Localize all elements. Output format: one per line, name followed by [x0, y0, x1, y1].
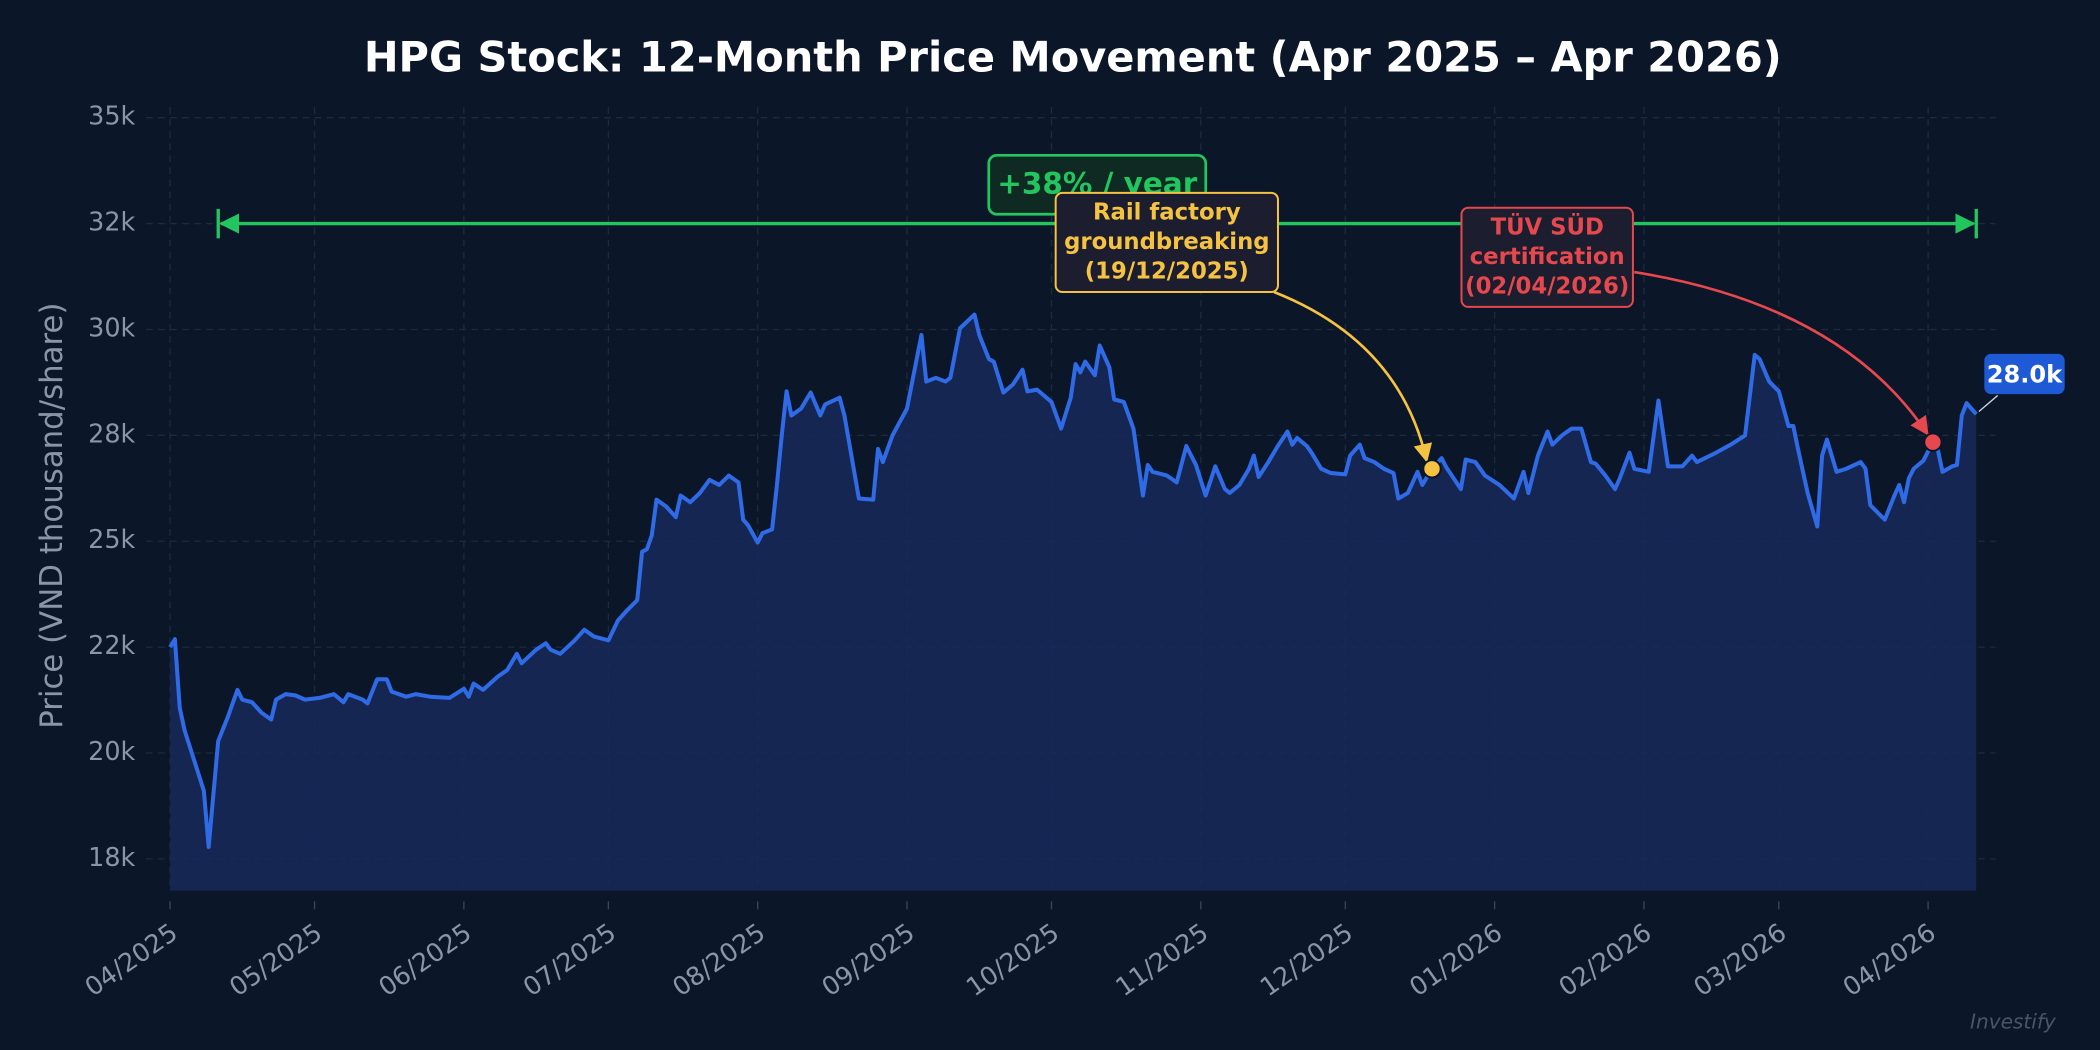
watermark: Investify — [1970, 1010, 2057, 1034]
event-arrow — [1634, 270, 1929, 436]
y-axis-label: Price (VND thousand/share) — [34, 303, 70, 729]
y-tick-label: 28k — [88, 418, 135, 448]
y-tick-label: 32k — [88, 207, 135, 237]
event-point — [1422, 459, 1442, 479]
event-label: (02/04/2026) — [1465, 273, 1629, 299]
event-label: certification — [1470, 244, 1625, 270]
event-arrow — [1273, 290, 1433, 463]
y-tick-label: 20k — [88, 736, 135, 766]
event-label: Rail factory — [1093, 200, 1241, 226]
event-box — [1460, 206, 1634, 308]
event-point — [1923, 432, 1943, 452]
event-label: (19/12/2025) — [1085, 258, 1249, 284]
event-label: groundbreaking — [1064, 229, 1270, 255]
chart-title: HPG Stock: 12-Month Price Movement (Apr … — [364, 32, 1782, 81]
price-area — [170, 314, 1977, 891]
event-label: TÜV SÜD — [1491, 212, 1604, 240]
last-price-badge — [1984, 353, 2065, 395]
last-price-label: 28.0k — [1987, 360, 2063, 388]
y-tick-label: 30k — [88, 312, 135, 342]
y-tick-label: 25k — [88, 524, 135, 554]
y-tick-label: 22k — [88, 630, 135, 660]
price-line — [168, 312, 1978, 849]
last-price-connector — [1978, 394, 1999, 413]
y-tick-label: 18k — [88, 842, 135, 872]
event-box — [1054, 191, 1279, 294]
y-tick-label: 35k — [88, 101, 135, 131]
